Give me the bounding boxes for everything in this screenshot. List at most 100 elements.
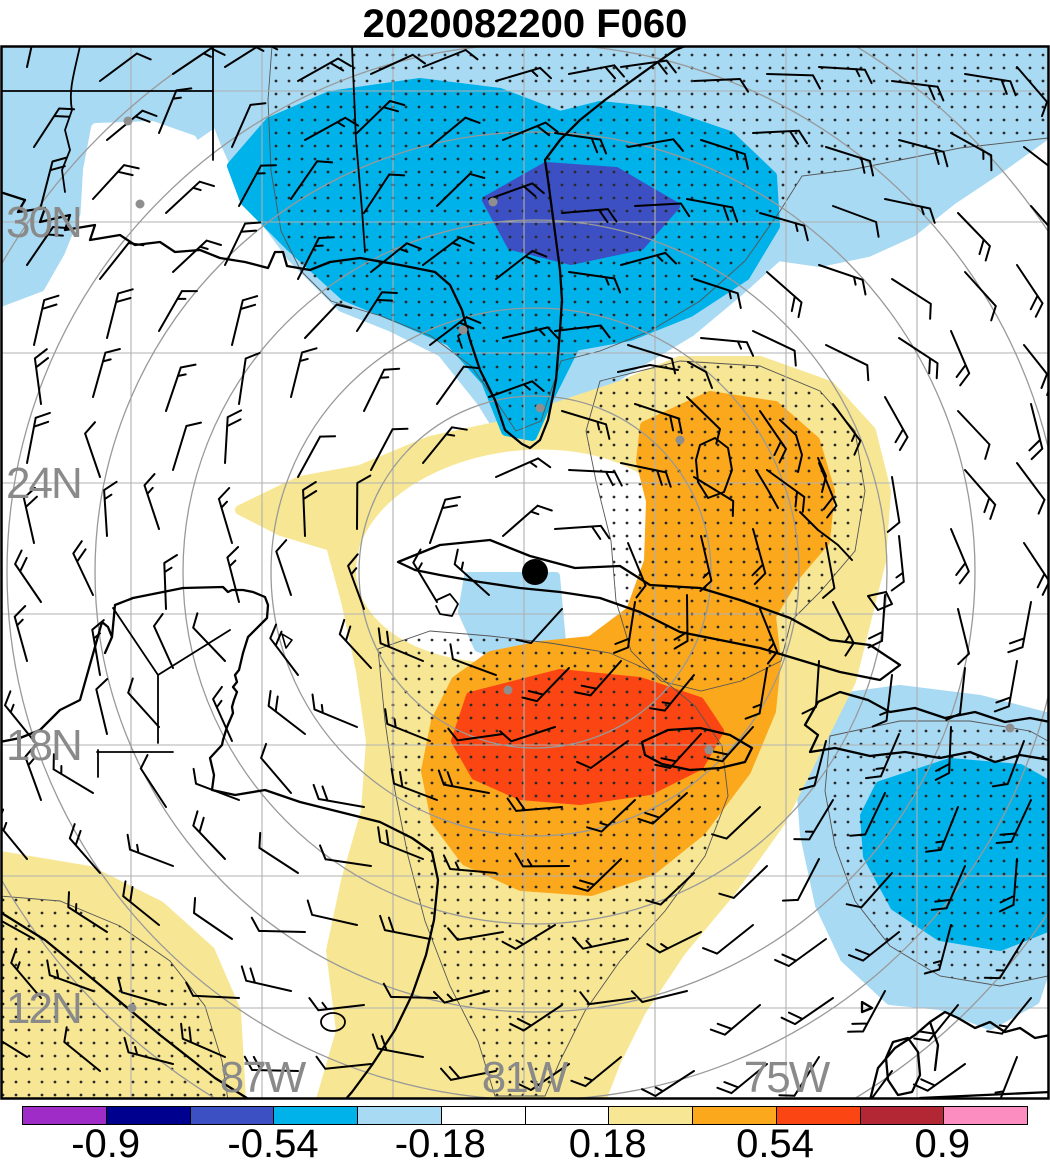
wind-barb xyxy=(950,528,970,585)
wind-barb xyxy=(521,667,570,703)
wind-barb xyxy=(766,271,803,319)
colorbar-tick-label: 0.18 xyxy=(568,1122,647,1166)
coast-cozumel xyxy=(281,633,293,649)
wind-barb xyxy=(33,348,49,405)
wind-barb xyxy=(84,421,101,478)
wind-barb xyxy=(143,473,160,530)
stipple-regions xyxy=(2,47,1048,1098)
wind-barb xyxy=(1030,205,1048,227)
colorbar-segment xyxy=(273,1107,357,1124)
wind-barb xyxy=(502,504,553,537)
wind-barb xyxy=(832,403,862,456)
wind-barb xyxy=(891,80,945,102)
wind-barb xyxy=(356,474,372,530)
wind-barb xyxy=(711,806,761,840)
wind-barb xyxy=(499,726,556,743)
wind-barb xyxy=(686,396,721,445)
wind-barb xyxy=(501,924,556,950)
wind-barb xyxy=(759,608,779,665)
wind-barb xyxy=(766,469,806,513)
wind-barb xyxy=(613,601,636,654)
wind-barb xyxy=(2,808,28,860)
range-ring xyxy=(6,47,1048,1098)
wind-barb xyxy=(297,57,352,82)
wind-barb xyxy=(778,1056,820,1097)
wind-barb xyxy=(752,129,808,145)
wind-barb xyxy=(172,421,202,471)
range-ring xyxy=(270,307,800,837)
wind-barb xyxy=(898,337,939,380)
wind-barb xyxy=(193,897,233,940)
wind-barb xyxy=(950,132,993,172)
wind-barb xyxy=(781,858,820,902)
city-dot xyxy=(503,685,513,695)
wind-barb xyxy=(315,1055,372,1070)
colorbar-segment xyxy=(357,1107,441,1124)
wind-barb xyxy=(2,912,35,940)
wind-barb xyxy=(304,116,360,141)
wind-barb xyxy=(306,899,358,926)
colorbar-segment xyxy=(775,1107,860,1124)
city-dot xyxy=(488,197,498,207)
colorbar-tick-label: -0.18 xyxy=(394,1122,486,1166)
city-dot xyxy=(1005,723,1015,733)
wind-barb xyxy=(68,823,101,874)
wind-barb xyxy=(67,891,108,933)
wind-barb xyxy=(412,548,438,603)
wind-barb xyxy=(224,47,279,68)
wind-barb xyxy=(930,865,966,911)
wind-barb xyxy=(554,132,608,155)
wind-barb xyxy=(1016,462,1046,515)
wind-barb xyxy=(641,1070,695,1097)
wind-barb xyxy=(576,740,629,769)
city-dot xyxy=(675,435,685,445)
colorbar-segment xyxy=(105,1107,190,1124)
colorbar-segment xyxy=(692,1107,776,1124)
wind-barb xyxy=(561,208,618,224)
wind-barb xyxy=(570,1056,622,1088)
city-dot xyxy=(704,745,714,755)
wind-barb xyxy=(436,365,480,405)
wind-barb xyxy=(495,457,552,478)
wind-barb xyxy=(752,330,797,367)
wind-barb xyxy=(634,403,683,435)
wind-barb xyxy=(319,844,372,867)
wind-barb xyxy=(224,409,243,464)
wind-barb xyxy=(637,792,688,825)
wind-barb xyxy=(495,249,548,280)
wind-barb xyxy=(867,594,886,649)
wind-barb xyxy=(774,938,827,967)
wind-barb xyxy=(766,73,822,90)
wind-barb xyxy=(24,744,42,801)
wind-barb xyxy=(26,226,69,266)
wind-barb xyxy=(370,427,409,471)
colorbar-tick-label: 0.54 xyxy=(736,1122,814,1166)
wind-barb xyxy=(269,623,299,676)
coast-hispaniola xyxy=(803,690,1048,764)
wind-barb xyxy=(99,52,152,82)
wind-barb xyxy=(180,1022,226,1058)
border-louisiana xyxy=(2,47,366,253)
wind-barb xyxy=(165,363,197,412)
wind-barb xyxy=(363,173,406,214)
colorbar-tick-label: -0.9 xyxy=(71,1122,141,1166)
range-ring xyxy=(358,395,712,749)
wind-barb xyxy=(163,554,178,610)
wind-barb xyxy=(799,740,827,791)
wind-barb xyxy=(995,799,1032,844)
map-border xyxy=(0,45,1050,1100)
wind-barb xyxy=(572,858,622,892)
wind-barb xyxy=(311,693,358,728)
wind-barb xyxy=(260,742,292,794)
wind-barb xyxy=(447,927,504,941)
wind-barb xyxy=(702,924,754,955)
wind-barb xyxy=(422,49,479,68)
wind-barb xyxy=(825,344,870,382)
wind-barb xyxy=(238,352,261,405)
wind-barb xyxy=(447,727,504,742)
wind-barb xyxy=(290,347,318,398)
wind-barb xyxy=(634,202,691,218)
wind-barb xyxy=(964,73,1017,97)
wind-barb xyxy=(172,47,226,75)
coastlines xyxy=(2,47,1048,1098)
